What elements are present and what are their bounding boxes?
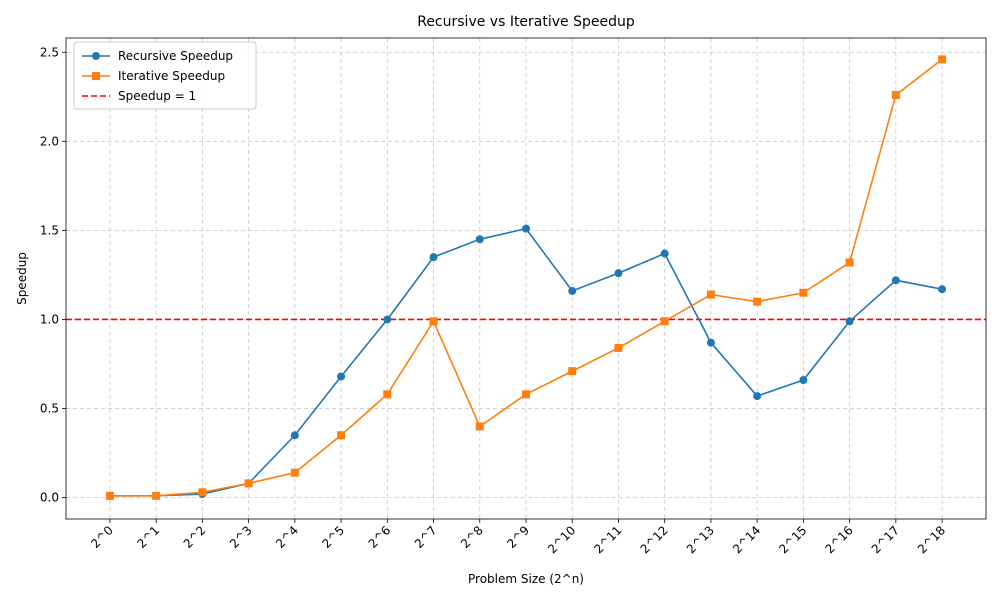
x-tick-label: 2^1	[134, 523, 162, 551]
data-point	[568, 367, 577, 376]
data-point	[475, 422, 484, 431]
data-point	[383, 315, 392, 324]
data-point	[660, 249, 669, 258]
y-tick-label: 1.5	[40, 223, 59, 237]
series-iterative	[105, 55, 947, 500]
x-tick-label: 2^14	[730, 523, 763, 556]
data-point	[706, 338, 715, 347]
legend-marker	[92, 72, 100, 80]
series-layer	[105, 55, 947, 500]
x-tick-label: 2^10	[545, 523, 578, 556]
x-tick-label: 2^2	[181, 523, 209, 551]
data-point	[614, 269, 623, 278]
data-point	[198, 488, 207, 497]
x-tick-label: 2^4	[273, 523, 301, 551]
x-tick-label: 2^15	[776, 523, 809, 556]
data-point	[799, 288, 808, 297]
legend-entry: Recursive Speedup	[82, 49, 233, 63]
legend-box	[73, 41, 257, 110]
data-point	[753, 392, 762, 401]
y-axis-title: Speedup	[15, 252, 29, 305]
data-point	[660, 317, 669, 326]
data-point	[706, 290, 715, 299]
legend-marker	[92, 52, 100, 60]
y-tick-label: 0.0	[40, 491, 59, 505]
x-tick-label: 2^17	[869, 523, 902, 556]
x-axis-title: Problem Size (2^n)	[468, 572, 584, 586]
data-point	[244, 479, 253, 488]
data-point	[938, 55, 947, 64]
x-tick-label: 2^9	[504, 523, 532, 551]
x-tick-label: 2^18	[915, 523, 948, 556]
y-tick-label: 0.5	[40, 402, 59, 416]
data-point	[845, 317, 854, 326]
data-point	[938, 285, 947, 294]
data-point	[290, 468, 299, 477]
data-point	[799, 376, 808, 385]
x-tick-label: 2^12	[638, 523, 671, 556]
x-tick-label: 2^11	[591, 523, 624, 556]
data-point	[475, 235, 484, 244]
legend-entry: Iterative Speedup	[82, 69, 225, 83]
legend-label: Recursive Speedup	[118, 49, 233, 63]
x-tick-label: 2^3	[227, 523, 255, 551]
data-point	[614, 343, 623, 352]
grid	[66, 38, 986, 519]
data-point	[522, 390, 530, 399]
data-point	[429, 253, 438, 262]
data-point	[891, 91, 900, 100]
data-point	[845, 258, 854, 267]
data-point	[152, 491, 161, 500]
data-point	[383, 390, 392, 399]
data-point	[337, 372, 346, 381]
data-point	[568, 286, 577, 295]
legend-entry: Speedup = 1	[82, 89, 196, 103]
y-tick-label: 1.0	[40, 312, 59, 326]
x-tick-label: 2^13	[684, 523, 717, 556]
legend-label: Iterative Speedup	[118, 69, 225, 83]
y-tick-label: 2.5	[40, 45, 59, 59]
data-point	[891, 276, 900, 285]
x-tick-label: 2^8	[458, 523, 486, 551]
x-tick-label: 2^16	[823, 523, 856, 556]
legend: Recursive Speedup Iterative Speedup Speedu…	[73, 41, 257, 110]
legend-label: Speedup = 1	[118, 89, 196, 103]
ticks: 2^0 2^1 2^2 2^3 2^4 2^5 2^6 2^7 2^8 2^9 2^10 2^11 2^…	[40, 45, 948, 556]
x-tick-label: 2^0	[88, 523, 116, 551]
y-tick-label: 2.0	[40, 134, 59, 148]
data-point	[753, 297, 762, 306]
x-tick-label: 2^5	[319, 523, 347, 551]
x-tick-label: 2^7	[412, 523, 440, 551]
data-point	[290, 431, 299, 440]
data-point	[337, 431, 346, 440]
data-point	[105, 491, 114, 500]
data-point	[429, 317, 438, 326]
x-tick-label: 2^6	[366, 523, 394, 551]
chart-title: Recursive vs Iterative Speedup	[417, 14, 635, 30]
data-point	[522, 224, 530, 233]
